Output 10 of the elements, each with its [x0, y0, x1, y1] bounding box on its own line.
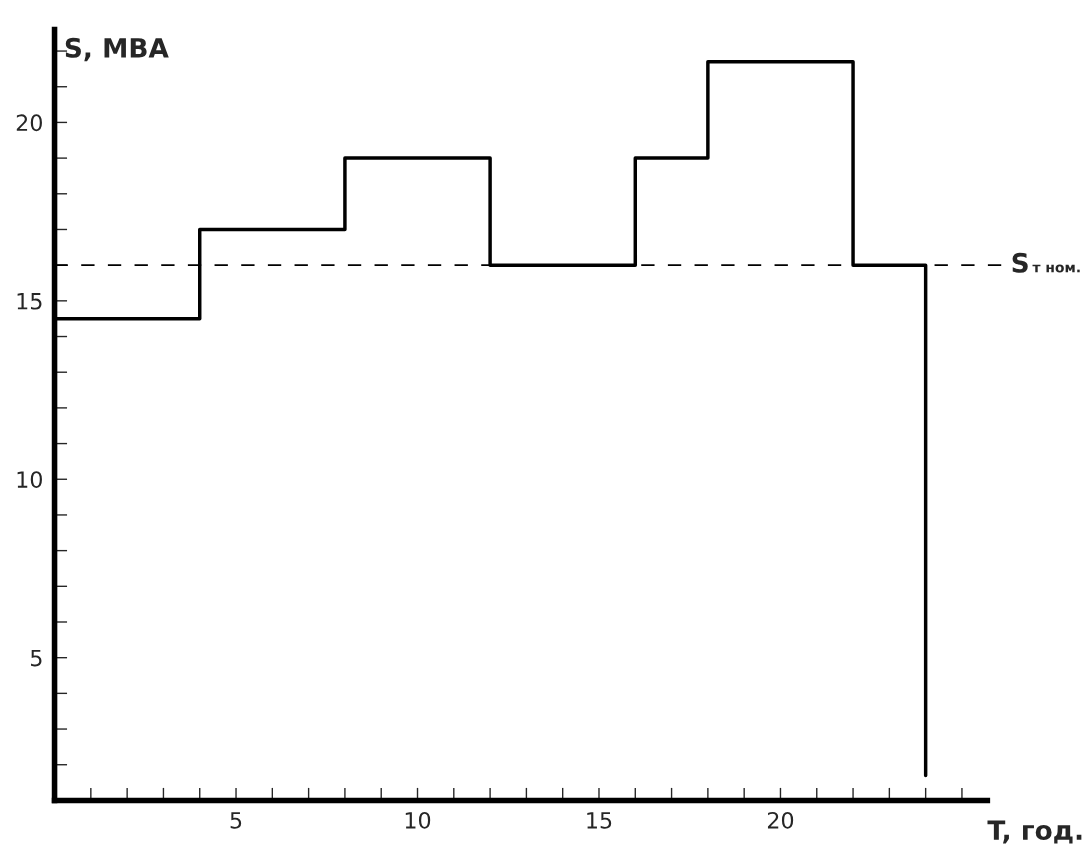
x-tick-label: 10 [405, 811, 431, 829]
x-tick-label: 5 [230, 812, 242, 829]
x-axis-title: T, год. [987, 820, 1082, 844]
x-tick-label: 15 [587, 812, 612, 829]
y-axis-title: S, МВА [65, 37, 169, 62]
x-tick-label: 20 [767, 811, 794, 829]
y-tick-label: 20 [16, 114, 42, 132]
y-tick-label: 10 [17, 471, 42, 489]
y-tick-label: 15 [17, 293, 42, 310]
y-tick-label: 5 [31, 649, 42, 667]
